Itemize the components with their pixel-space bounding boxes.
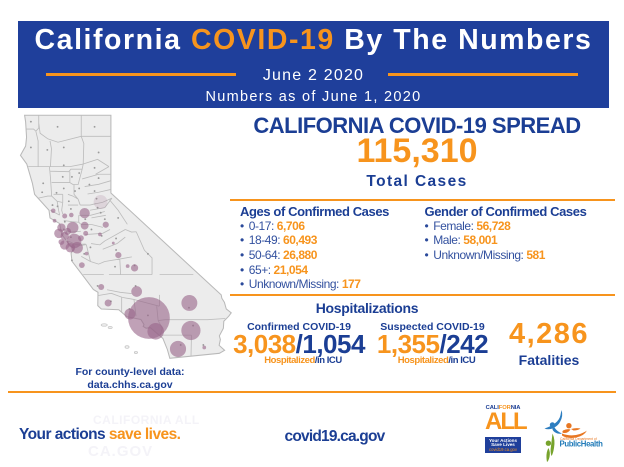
svg-text:PublicHealth: PublicHealth: [560, 439, 604, 448]
svg-text:California Department of: California Department of: [560, 437, 597, 441]
